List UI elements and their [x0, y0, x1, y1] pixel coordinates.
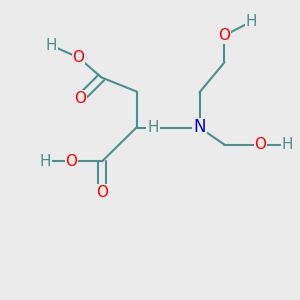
Text: O: O [73, 50, 85, 65]
Text: O: O [65, 154, 77, 169]
Text: H: H [39, 154, 51, 169]
Text: O: O [74, 91, 86, 106]
Text: H: H [147, 120, 159, 135]
Text: O: O [254, 137, 266, 152]
Text: O: O [96, 185, 108, 200]
Text: H: H [282, 137, 293, 152]
Text: N: N [193, 118, 206, 136]
Text: H: H [246, 14, 257, 29]
Text: H: H [46, 38, 57, 53]
Text: O: O [218, 28, 230, 43]
